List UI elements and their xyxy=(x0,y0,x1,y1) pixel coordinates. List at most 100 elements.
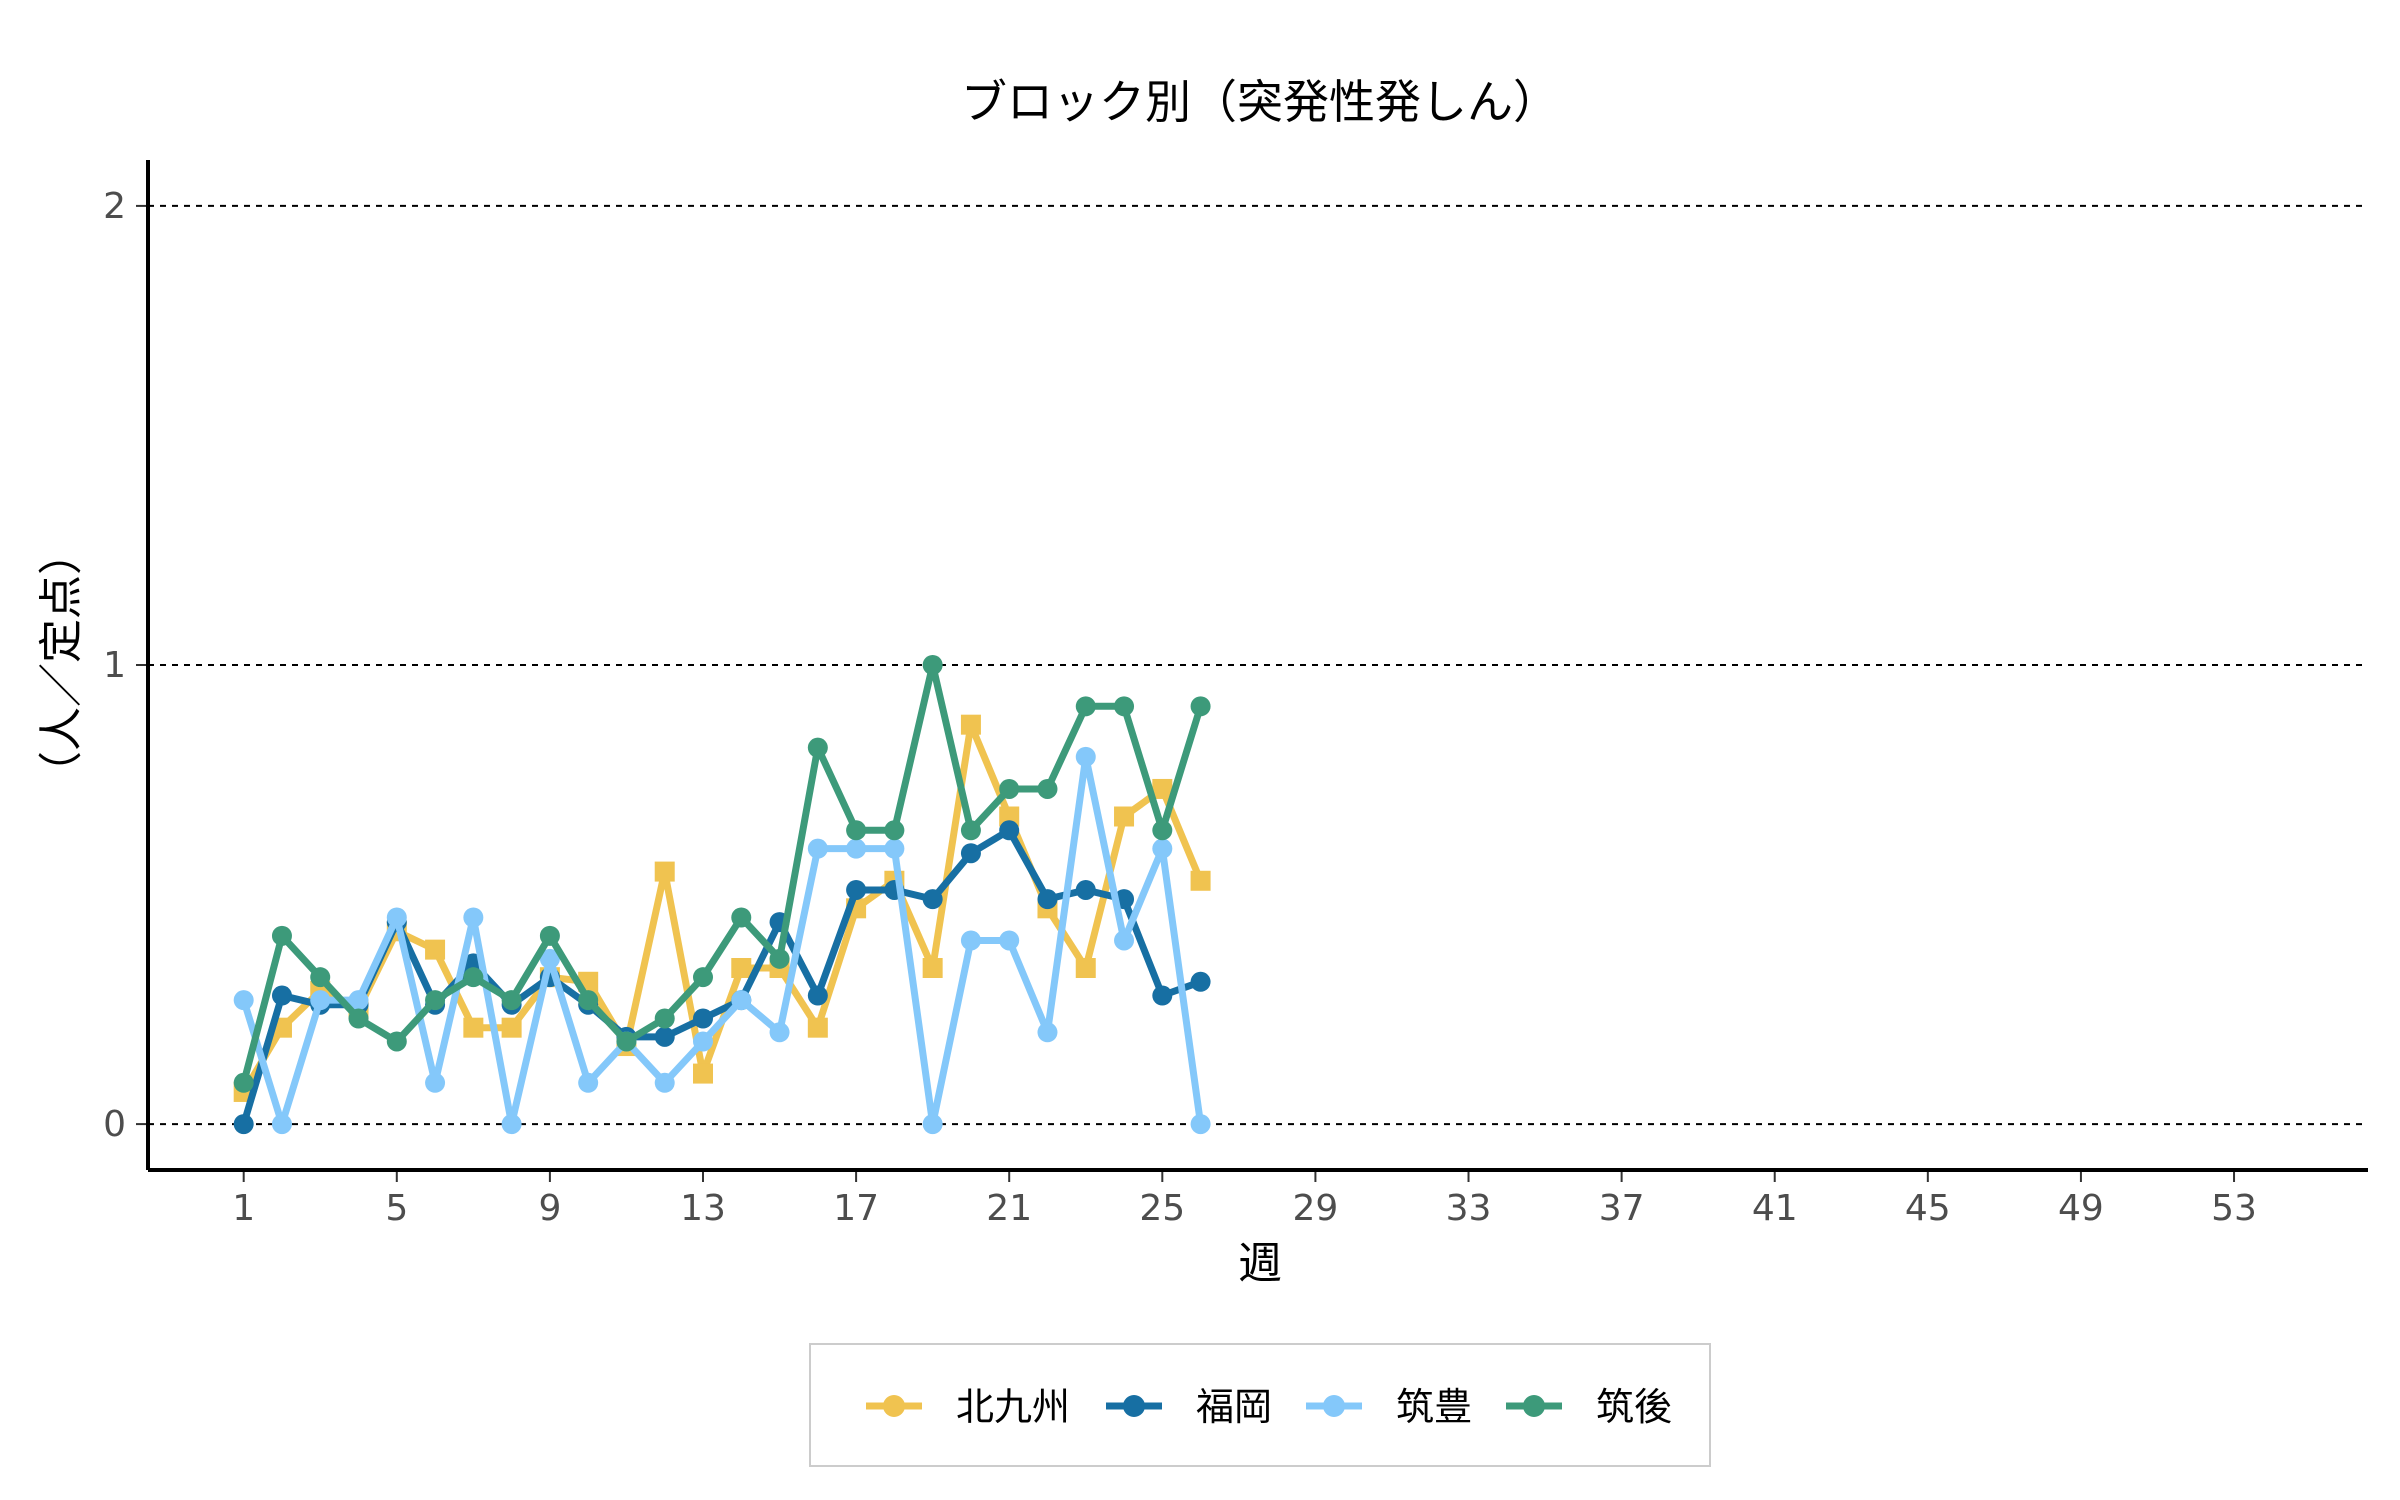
data-point-2-23 xyxy=(1075,879,1096,900)
x-tick-label-53: 53 xyxy=(2211,1188,2257,1229)
legend-label-1: 北九州 xyxy=(956,1385,1070,1429)
data-point-4-2 xyxy=(271,925,292,946)
data-point-1-24 xyxy=(1114,806,1135,827)
data-point-2-19 xyxy=(922,889,943,910)
data-point-4-16 xyxy=(807,737,828,758)
data-point-4-13 xyxy=(693,967,713,988)
data-point-4-23 xyxy=(1075,696,1096,717)
data-point-4-22 xyxy=(1037,778,1058,799)
data-point-3-7 xyxy=(463,907,484,928)
legend-marker-2 xyxy=(1123,1395,1145,1417)
data-point-2-1 xyxy=(233,1114,254,1135)
data-point-1-13 xyxy=(693,1063,713,1084)
data-point-4-8 xyxy=(501,990,522,1011)
x-tick-label-49: 49 xyxy=(2058,1188,2104,1229)
x-tick-label-5: 5 xyxy=(385,1188,408,1229)
data-point-3-13 xyxy=(693,1031,713,1052)
data-point-1-7 xyxy=(463,1017,484,1038)
y-axis-label: （人／定点） xyxy=(36,531,87,795)
data-point-1-14 xyxy=(731,958,752,978)
x-tick-label-9: 9 xyxy=(538,1188,561,1229)
chart-title: ブロック別（突発性発しん） xyxy=(961,75,1559,129)
x-tick-label-25: 25 xyxy=(1139,1188,1185,1229)
data-point-3-3 xyxy=(310,990,331,1011)
data-point-3-4 xyxy=(348,990,369,1011)
legend-label-4: 筑後 xyxy=(1596,1385,1672,1429)
data-point-2-20 xyxy=(960,843,981,864)
data-point-3-26 xyxy=(1190,1114,1211,1135)
data-point-4-18 xyxy=(884,820,905,841)
data-point-4-6 xyxy=(425,990,446,1011)
x-tick-label-1: 1 xyxy=(232,1188,255,1229)
data-point-3-6 xyxy=(425,1072,446,1093)
data-point-2-12 xyxy=(654,1026,675,1047)
data-point-3-21 xyxy=(999,930,1020,951)
y-tick-label-0: 0 xyxy=(103,1104,126,1145)
data-point-4-15 xyxy=(769,948,790,969)
data-point-4-11 xyxy=(616,1031,637,1052)
data-point-4-20 xyxy=(960,820,981,841)
data-point-2-13 xyxy=(693,1008,713,1029)
data-point-3-9 xyxy=(539,948,560,969)
data-point-3-16 xyxy=(807,838,828,859)
legend-label-2: 福岡 xyxy=(1196,1385,1272,1429)
data-point-4-9 xyxy=(539,925,560,946)
data-point-3-10 xyxy=(578,1072,599,1093)
y-tick-label-1: 1 xyxy=(103,645,126,686)
data-point-3-8 xyxy=(501,1114,522,1135)
data-point-1-19 xyxy=(922,958,943,978)
data-point-1-23 xyxy=(1075,958,1096,978)
data-point-4-3 xyxy=(310,967,331,988)
data-point-4-4 xyxy=(348,1008,369,1029)
x-tick-label-33: 33 xyxy=(1446,1188,1492,1229)
data-point-2-25 xyxy=(1152,985,1173,1006)
data-point-1-26 xyxy=(1190,870,1211,891)
data-point-4-12 xyxy=(654,1008,675,1029)
data-point-3-2 xyxy=(271,1114,292,1135)
data-point-4-10 xyxy=(578,990,599,1011)
data-point-4-19 xyxy=(922,655,943,675)
data-point-4-14 xyxy=(731,907,752,928)
data-point-3-25 xyxy=(1152,838,1173,859)
x-tick-label-13: 13 xyxy=(680,1188,726,1229)
data-point-2-21 xyxy=(999,820,1020,841)
data-point-3-20 xyxy=(960,930,981,951)
data-point-2-17 xyxy=(846,879,867,900)
data-point-4-21 xyxy=(999,778,1020,799)
data-point-3-19 xyxy=(922,1114,943,1135)
data-point-1-12 xyxy=(654,861,675,882)
legend-item-2: 福岡 xyxy=(1106,1385,1272,1429)
series-4 xyxy=(233,655,1211,1093)
legend-marker-1 xyxy=(883,1395,905,1417)
legend: 北九州 福岡 筑豊 筑後 xyxy=(809,1343,1711,1467)
data-point-3-12 xyxy=(654,1072,675,1093)
legend-item-4: 筑後 xyxy=(1506,1385,1672,1429)
data-point-1-8 xyxy=(501,1017,522,1038)
data-point-3-23 xyxy=(1075,746,1096,767)
x-tick-label-21: 21 xyxy=(986,1188,1032,1229)
x-tick-label-45: 45 xyxy=(1905,1188,1951,1229)
data-point-4-5 xyxy=(386,1031,407,1052)
data-point-1-21 xyxy=(999,806,1020,827)
data-point-3-5 xyxy=(386,907,407,928)
series-3 xyxy=(233,746,1211,1135)
data-point-3-15 xyxy=(769,1022,790,1043)
data-point-4-17 xyxy=(846,820,867,841)
data-point-2-16 xyxy=(807,985,828,1006)
data-point-4-1 xyxy=(233,1072,254,1093)
gridlines xyxy=(148,204,2368,1126)
data-point-2-26 xyxy=(1190,971,1211,992)
data-point-2-2 xyxy=(271,985,292,1006)
data-point-3-1 xyxy=(233,990,254,1011)
data-point-1-6 xyxy=(425,939,446,960)
data-point-3-22 xyxy=(1037,1022,1058,1043)
x-tick-label-37: 37 xyxy=(1599,1188,1645,1229)
data-point-4-7 xyxy=(463,967,484,988)
legend-item-1: 北九州 xyxy=(866,1385,1070,1429)
legend-marker-4 xyxy=(1523,1395,1545,1417)
series-line-3 xyxy=(240,753,1205,1128)
legend-item-3: 筑豊 xyxy=(1306,1385,1472,1429)
x-tick-label-41: 41 xyxy=(1752,1188,1798,1229)
